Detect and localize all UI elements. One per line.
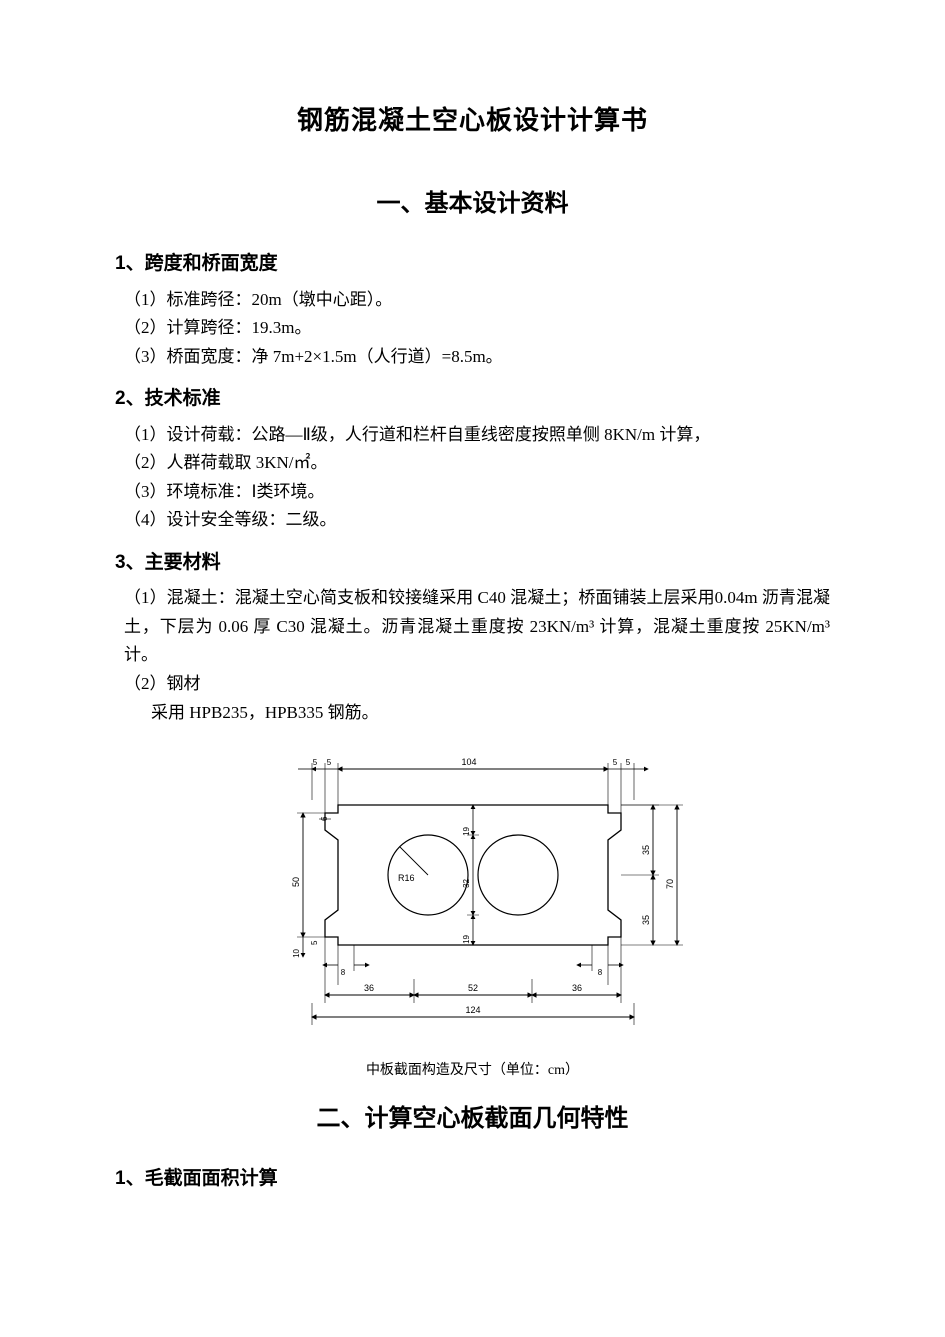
section-1-heading: 一、基本设计资料 (115, 185, 830, 225)
svg-text:104: 104 (461, 757, 476, 767)
svg-text:5: 5 (625, 758, 630, 767)
section-2-heading: 二、计算空心板截面几何特性 (115, 1100, 830, 1140)
dim-top-left-notches: 5 5 (298, 758, 338, 813)
svg-text:36: 36 (363, 983, 373, 993)
dim-left-6: 6 (319, 816, 331, 821)
svg-text:35: 35 (641, 915, 651, 925)
item-1-1-1: （1）标准跨径：20m（墩中心距）。 (124, 286, 830, 315)
svg-text:36: 36 (571, 983, 581, 993)
para-1-3-1: （1）混凝土：混凝土空心简支板和铰接缝采用 C40 混凝土；桥面铺装上层采用0.… (124, 584, 830, 670)
dim-top-104: 104 (338, 757, 608, 805)
dim-bottom-8-left: 8 (323, 945, 369, 985)
doc-title: 钢筋混凝土空心板设计计算书 (115, 100, 830, 143)
item-1-2-3: （3）环境标准：Ⅰ类环境。 (124, 478, 830, 507)
svg-text:5: 5 (310, 940, 319, 945)
svg-text:10: 10 (292, 949, 301, 958)
dim-left-50: 50 (291, 813, 325, 937)
dim-bottom-total: 124 (312, 1003, 634, 1025)
svg-text:124: 124 (465, 1005, 480, 1015)
svg-text:8: 8 (597, 968, 602, 977)
dim-right-35-35: 35 35 (621, 805, 683, 945)
subsection-2-1: 1、毛截面面积计算 (115, 1163, 830, 1194)
subsection-1-2: 2、技术标准 (115, 383, 830, 414)
svg-text:8: 8 (340, 968, 345, 977)
svg-text:5: 5 (326, 758, 331, 767)
dim-center-vertical: 19 32 19 (462, 805, 479, 945)
item-1-2-4: （4）设计安全等级：二级。 (124, 506, 830, 535)
dim-radius: R16 (398, 873, 415, 883)
dim-bottom-8-right: 8 (577, 945, 623, 985)
svg-text:19: 19 (462, 935, 471, 944)
dim-bottom-segments: 36 52 36 (325, 937, 621, 1003)
item-1-1-2: （2）计算跨径：19.3m。 (124, 314, 830, 343)
svg-text:50: 50 (291, 877, 301, 887)
diagram-caption: 中板截面构造及尺寸（单位：cm） (115, 1059, 830, 1082)
para-1-3-2: （2）钢材 (124, 670, 830, 699)
dim-left-10: 10 5 (292, 937, 319, 958)
svg-text:70: 70 (665, 879, 675, 889)
para-1-3-3: 采用 HPB235，HPB335 钢筋。 (151, 699, 830, 728)
item-1-2-2: （2）人群荷载取 3KN/㎡。 (124, 449, 830, 478)
svg-text:6: 6 (320, 816, 329, 821)
item-1-1-3: （3）桥面宽度：净 7m+2×1.5m（人行道）=8.5m。 (124, 343, 830, 372)
svg-text:5: 5 (612, 758, 617, 767)
radius-leader: R16 (398, 847, 428, 883)
svg-text:5: 5 (312, 758, 317, 767)
svg-text:19: 19 (462, 827, 471, 836)
subsection-1-3: 3、主要材料 (115, 547, 830, 578)
subsection-1-1: 1、跨度和桥面宽度 (115, 248, 830, 279)
cross-section-diagram: R16 104 5 5 5 5 50 6 10 (115, 745, 830, 1082)
svg-text:35: 35 (641, 845, 651, 855)
svg-text:52: 52 (467, 983, 477, 993)
item-1-2-1: （1）设计荷载：公路—Ⅱ级，人行道和栏杆自重线密度按照单侧 8KN/m 计算， (124, 421, 830, 450)
svg-text:32: 32 (462, 879, 471, 888)
